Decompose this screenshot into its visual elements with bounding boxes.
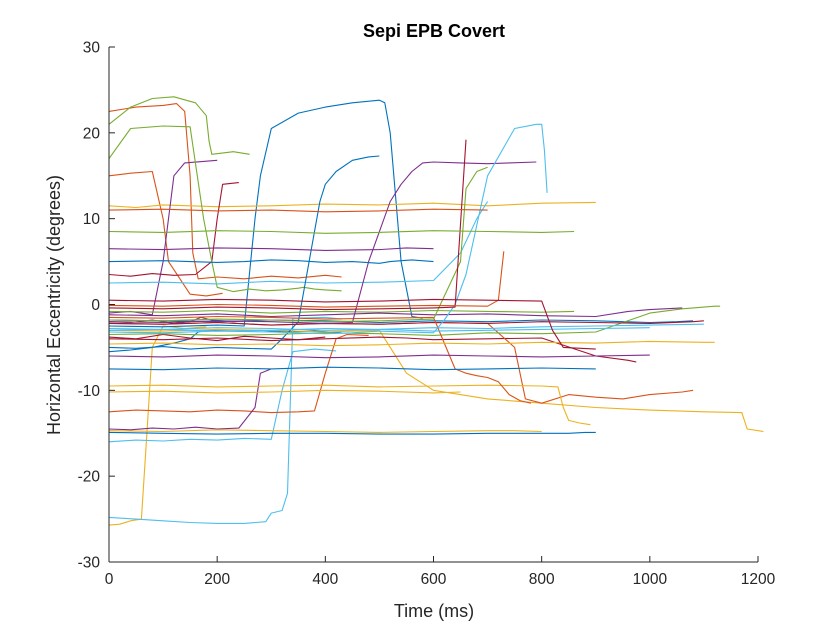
series-line-28	[108, 320, 704, 326]
series-line-45	[108, 389, 461, 394]
series-line-42	[108, 298, 596, 350]
series-layer	[108, 96, 764, 526]
series-line-25	[108, 307, 683, 318]
y-tick-label: -30	[78, 555, 101, 572]
axes-layer: 0 200 400 600 800 1000 1200 -30 -20 -10 0 10 20 30	[78, 40, 776, 589]
series-line-8	[108, 99, 423, 328]
series-line-40	[108, 230, 575, 234]
series-line-18	[108, 368, 272, 431]
series-line-39	[108, 354, 650, 359]
series-line-35	[108, 139, 467, 311]
y-tick-label: -10	[78, 383, 101, 400]
series-line-20	[108, 201, 489, 285]
series-line-26	[108, 305, 721, 336]
series-line-19	[108, 125, 342, 293]
series-line-36	[108, 259, 434, 264]
x-tick-label: 600	[421, 571, 447, 588]
y-tick-label: 10	[83, 211, 101, 228]
x-tick-label: 1000	[633, 571, 668, 588]
x-axis-label: Time (ms)	[394, 601, 474, 621]
series-line-32	[108, 161, 537, 324]
x-tick-label: 800	[529, 571, 555, 588]
series-line-33	[108, 166, 488, 323]
series-line-46	[108, 247, 434, 251]
series-line-29	[108, 431, 596, 435]
series-line-10	[108, 201, 596, 209]
series-line-44	[108, 208, 488, 213]
series-line-5	[108, 96, 250, 155]
series-line-43	[108, 366, 596, 371]
series-line-31	[108, 429, 542, 433]
series-line-7	[108, 333, 326, 342]
series-line-2	[108, 103, 342, 280]
y-tick-label: 0	[91, 297, 100, 314]
chart-title: Sepi EPB Covert	[363, 21, 505, 41]
series-line-27	[108, 323, 704, 331]
series-line-38	[108, 340, 715, 347]
y-tick-label: -20	[78, 469, 101, 486]
series-line-22	[108, 155, 380, 350]
series-line-14	[108, 182, 239, 277]
x-tick-label: 0	[105, 571, 114, 588]
y-axis-label: Horizontal Eccentricity (degrees)	[44, 175, 64, 435]
series-line-12	[108, 309, 575, 314]
series-line-41	[108, 327, 650, 332]
series-line-17	[108, 328, 764, 433]
series-line-15	[108, 319, 694, 324]
x-tick-label: 200	[204, 571, 230, 588]
x-tick-label: 400	[312, 571, 338, 588]
x-tick-label: 1200	[741, 571, 776, 588]
series-line-13	[108, 348, 337, 443]
series-line-34	[108, 123, 548, 335]
series-line-37	[108, 251, 505, 308]
series-line-24	[108, 384, 591, 426]
y-tick-label: 30	[83, 40, 101, 57]
y-tick-label: 20	[83, 125, 101, 142]
